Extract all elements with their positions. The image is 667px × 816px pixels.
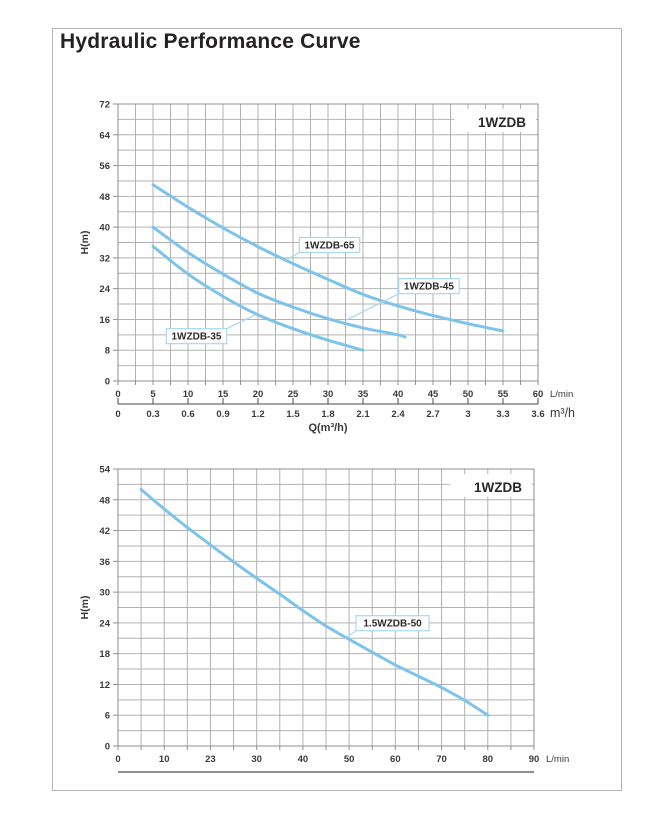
chart-text: 10: [159, 754, 170, 765]
chart-text: 72: [99, 100, 110, 111]
chart-text: 1WZDB-65: [304, 241, 354, 252]
chart-text: 24: [99, 284, 110, 295]
chart-text: 35: [358, 389, 369, 400]
page-title: Hydraulic Performance Curve: [60, 30, 361, 53]
curve-label-1WZDB-65: 1WZDB-65: [285, 236, 361, 261]
chart-text: 0.3: [146, 409, 159, 420]
chart-text: 55: [498, 389, 509, 400]
chart-text: 6: [105, 711, 110, 722]
chart-text: 3.3: [496, 409, 509, 420]
chart-text: 1WZDB: [478, 115, 526, 130]
chart-text: 0: [105, 742, 110, 753]
chart-text: 2.7: [426, 409, 439, 420]
chart-text: 0: [115, 409, 120, 420]
curve-1WZDB-45: [151, 225, 407, 339]
chart-text: 1.8: [321, 409, 334, 420]
chart-text: 90: [529, 754, 540, 765]
chart-text: 1.2: [251, 409, 264, 420]
chart-text: 2.4: [391, 409, 405, 420]
chart-text: 42: [99, 526, 110, 537]
chart-text: 16: [99, 315, 110, 326]
chart-text: m³/h: [550, 406, 575, 420]
chart-text: 0.6: [181, 409, 194, 420]
chart-text: 30: [99, 588, 110, 599]
chart-text: 1.5: [286, 409, 300, 420]
x-axis: 0 10 23 30 40 50 60 70 80 90 L/min: [115, 746, 569, 765]
chart-text: 8: [105, 346, 110, 357]
chart-text: 48: [99, 192, 110, 203]
chart-text: 40: [393, 389, 404, 400]
chart-text: 45: [428, 389, 439, 400]
chart-text: 60: [533, 389, 544, 400]
chart-text: 3: [465, 409, 470, 420]
chart-text: 40: [99, 223, 110, 234]
chart-text: 1.5WZDB-50: [363, 619, 422, 630]
chart-text: 32: [99, 253, 110, 264]
chart-text: 0: [115, 389, 120, 400]
chart-text: 56: [99, 161, 110, 172]
chart-text: 2.1: [356, 409, 370, 420]
y-axis-label: H(m): [79, 596, 91, 620]
secondary-x-axis: 0 0.3 0.6 0.9 1.2 1.5 1.8 2.1 2.4 2.7 3 3.3 3.6 m³/h Q…: [115, 398, 575, 434]
chart-text: 25: [288, 389, 299, 400]
chart-text: 30: [323, 389, 334, 400]
curve-1WZDB-65: [151, 183, 505, 333]
chart-text: Q(m³/h): [308, 422, 347, 434]
chart-text: 23: [205, 754, 216, 765]
curve-label-1.5WZDB-50: 1.5WZDB-50: [345, 615, 430, 639]
chart-text: 60: [390, 754, 401, 765]
chart-text: 10: [183, 389, 194, 400]
grid-lines: [117, 468, 535, 747]
chart-text: 70: [436, 754, 447, 765]
chart-title: 1WZDB: [454, 109, 536, 132]
chart-text: 1WZDB-45: [404, 282, 454, 293]
chart-text: 3.6: [531, 409, 544, 420]
chart-text: 36: [99, 557, 110, 568]
chart-text: 5: [150, 389, 156, 400]
performance-chart-1wzdb-large: 0 6 12 18 24 30 36 42 48 54 H(m) 0 10 23 30 40 50 60 70 80 9…: [53, 459, 623, 781]
curve-1WZDB-35: [151, 244, 365, 352]
y-axis: 0 8 16 24 32 40 48 56 64 72 H(m): [79, 100, 118, 388]
chart-text: 1WZDB: [474, 480, 522, 495]
chart-text: L/min: [550, 389, 573, 400]
chart-text: 0: [105, 377, 110, 388]
catalog-sheet: Hydraulic Performance Curve 0 8 16 24 32 40 48…: [52, 28, 622, 791]
chart-text: 30: [251, 754, 262, 765]
chart-title: 1WZDB: [450, 474, 532, 497]
chart-text: 12: [99, 680, 110, 691]
chart-text: 80: [482, 754, 493, 765]
chart-text: 64: [99, 130, 110, 141]
chart-text: 1WZDB-35: [171, 332, 221, 343]
y-axis-label: H(m): [79, 231, 91, 255]
pump-curve-svg-bottom: 0 6 12 18 24 30 36 42 48 54 H(m) 0 10 23 30 40 50 60 70 80 9…: [79, 465, 569, 773]
chart-text: 0: [115, 754, 120, 765]
chart-text: 40: [298, 754, 309, 765]
chart-text: 54: [99, 465, 110, 476]
y-axis: 0 6 12 18 24 30 36 42 48 54 H(m): [79, 465, 118, 753]
curve-label-1WZDB-45: 1WZDB-45: [345, 278, 460, 321]
curve-1.5WZDB-50: [139, 488, 490, 717]
chart-text: 0.9: [216, 409, 229, 420]
chart-text: 15: [218, 389, 229, 400]
chart-text: 24: [99, 618, 110, 629]
chart-text: 50: [463, 389, 474, 400]
chart-text: 18: [99, 649, 110, 660]
chart-text: 48: [99, 495, 110, 506]
curve-label-1WZDB-35: 1WZDB-35: [165, 314, 256, 345]
chart-text: L/min: [546, 754, 569, 765]
chart-text: 20: [253, 389, 264, 400]
performance-chart-1wzdb-small: 0 8 16 24 32 40 48 56 64 72 H(m) 0 5 10 15 20 25 30 35 40 45…: [53, 79, 623, 445]
chart-text: 50: [344, 754, 355, 765]
x-axis: 0 5 10 15 20 25 30 35 40 45 50 55 60 L/min: [115, 381, 573, 400]
